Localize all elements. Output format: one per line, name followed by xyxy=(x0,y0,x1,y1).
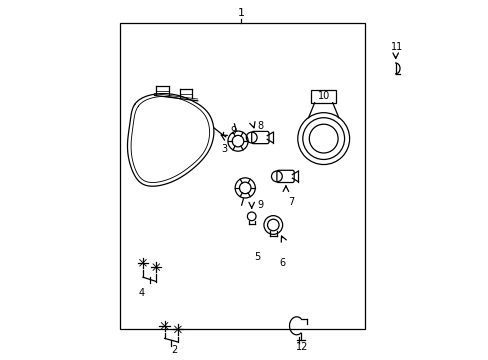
Text: 2: 2 xyxy=(171,345,177,355)
Text: 4: 4 xyxy=(139,288,144,298)
Text: 6: 6 xyxy=(279,258,285,268)
Text: 8: 8 xyxy=(257,121,263,131)
Text: 5: 5 xyxy=(253,252,260,262)
Bar xyxy=(310,90,336,103)
Text: 7: 7 xyxy=(287,197,294,207)
Text: 9: 9 xyxy=(257,200,263,210)
Bar xyxy=(120,23,365,329)
Text: 11: 11 xyxy=(390,42,403,52)
Text: 3: 3 xyxy=(221,144,227,154)
Text: 9: 9 xyxy=(229,126,236,136)
Text: 10: 10 xyxy=(317,91,329,101)
Text: 1: 1 xyxy=(237,8,244,18)
Text: 12: 12 xyxy=(295,342,307,352)
